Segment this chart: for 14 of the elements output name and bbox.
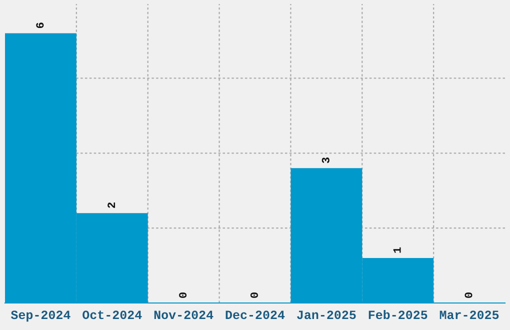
data-label: 1 [393,247,401,253]
data-label: 6 [36,22,44,28]
data-label: 0 [179,292,187,298]
data-label: 0 [250,292,258,298]
x-tick-label: Oct-2024 [82,310,142,320]
data-label: 3 [322,158,330,164]
x-tick-label: Sep-2024 [10,310,70,322]
x-tick-label: Jan-2025 [297,310,356,320]
x-tick-label: Feb-2025 [368,310,428,320]
data-label: 0 [464,292,472,298]
x-tick-label: Nov-2024 [154,310,214,320]
x-tick-label: Dec-2024 [226,310,285,320]
x-tick-label: Mar-2025 [440,310,499,320]
data-label: 2 [108,202,116,208]
